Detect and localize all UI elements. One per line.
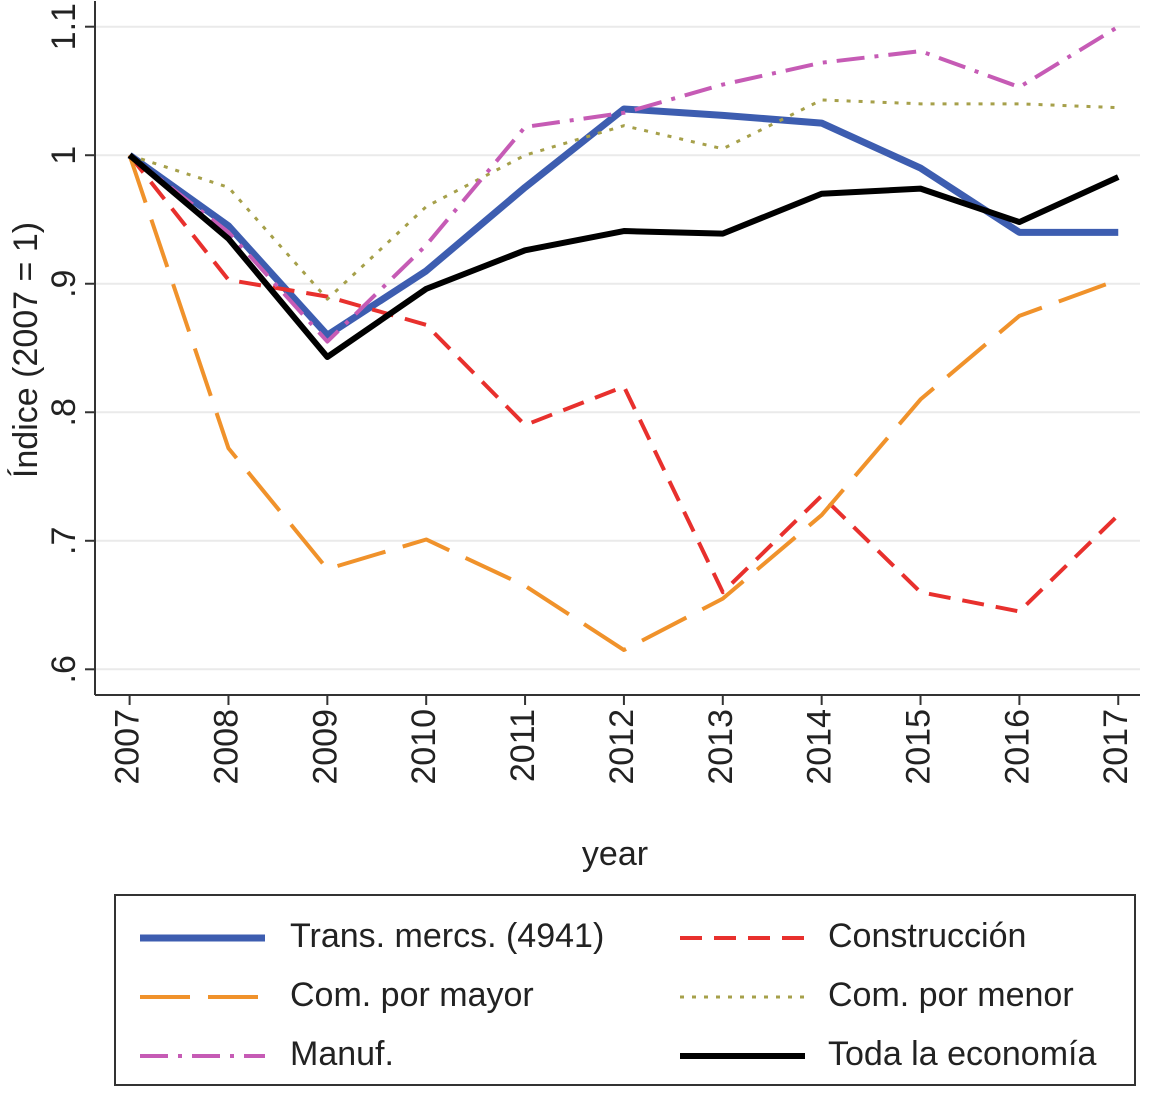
y-tick-label: .6	[45, 655, 83, 683]
x-tick-label: 2011	[504, 709, 542, 782]
x-tick-label: 2012	[603, 709, 641, 785]
series-line	[127, 105, 1119, 339]
x-tick-label: 2009	[306, 709, 344, 785]
y-tick-label: 1	[45, 146, 83, 165]
x-tick-label: 2016	[998, 709, 1036, 785]
x-tick-label: 2015	[900, 709, 938, 785]
legend-label: Trans. mercs. (4941)	[290, 917, 604, 955]
y-tick-label: .9	[45, 270, 83, 298]
y-tick-label: 1.1	[45, 3, 83, 50]
legend-label: Manuf.	[290, 1035, 394, 1073]
series-line	[127, 154, 1119, 653]
x-tick-label: 2007	[109, 709, 147, 785]
y-tick-label: .7	[45, 527, 83, 555]
x-tick-label: 2017	[1097, 709, 1135, 785]
legend-box	[114, 894, 1136, 1086]
legend-label: Com. por menor	[828, 976, 1074, 1014]
x-tick-label: 2010	[405, 709, 443, 785]
series-line	[129, 98, 1119, 301]
series-line	[128, 24, 1120, 344]
x-tick-label: 2008	[207, 709, 245, 785]
series-line	[127, 152, 1120, 360]
x-axis-title: year	[582, 835, 648, 873]
x-tick-label: 2013	[702, 709, 740, 785]
y-axis-title: Índice (2007 = 1)	[7, 222, 45, 478]
series-line	[128, 153, 1120, 614]
x-tick-label: 2014	[801, 709, 839, 785]
legend-label: Com. por mayor	[290, 976, 534, 1014]
legend-label: Toda la economía	[828, 1035, 1096, 1073]
legend-label: Construcción	[828, 917, 1026, 955]
y-tick-label: .8	[45, 398, 83, 426]
